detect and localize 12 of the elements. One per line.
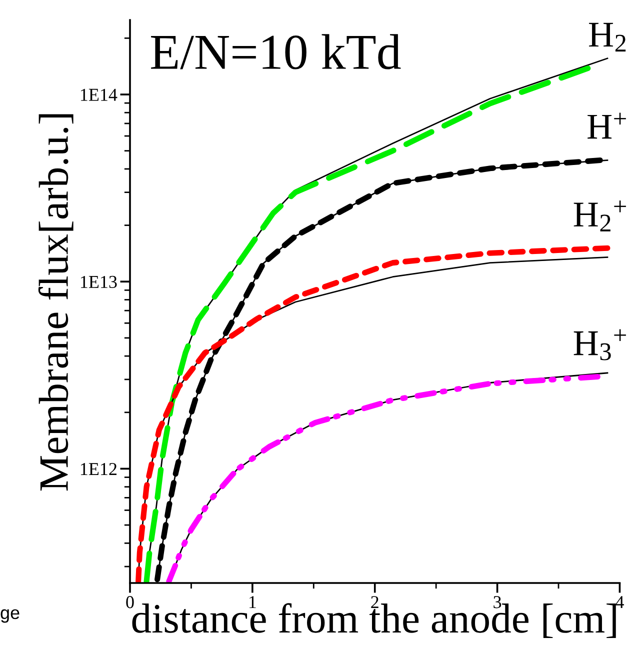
- series-label: H$_{2}$$^{+}$: [574, 200, 626, 232]
- series-label: H$^{+}$: [588, 112, 626, 139]
- y-tick-label: 1E14: [80, 88, 118, 101]
- series-label: H$_{3}$$^{+}$: [574, 329, 626, 360]
- text: ge: [0, 609, 20, 623]
- y-axis-title: Membrane flux[arb.u.]: [38, 114, 74, 491]
- x-tick-label: 0: [126, 596, 134, 608]
- chart-title: E/N=10 kTd: [151, 34, 401, 70]
- x-tick-label: 4: [616, 596, 624, 608]
- y-tick-label: 1E13: [80, 276, 117, 288]
- y-tick-label: 1E12: [80, 463, 117, 475]
- series-label: H$_{2}$: [589, 22, 626, 52]
